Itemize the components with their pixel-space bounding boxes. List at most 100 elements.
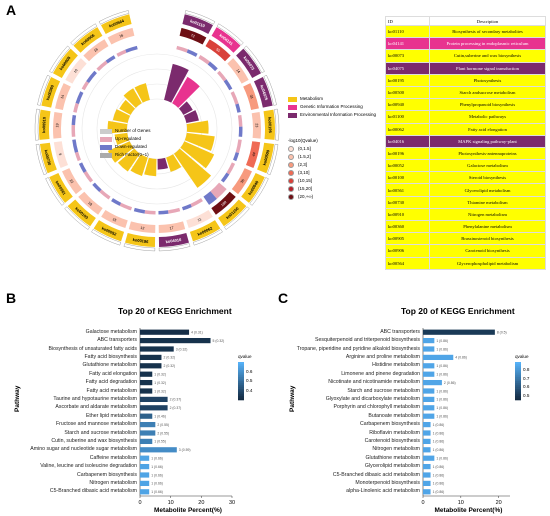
category-segment xyxy=(73,27,103,53)
rich-factor-bar xyxy=(107,141,134,163)
category-label: Sesquiterpenoid and triterpenoid biosynt… xyxy=(315,337,420,344)
category-label: Tropane, piperidine and pyridine alkaloi… xyxy=(296,345,420,352)
up-regulated-segment xyxy=(226,162,236,175)
count-segment xyxy=(227,58,249,84)
table-row: ko01110 Biosynthesis of secondary metabol… xyxy=(385,24,546,39)
table-cell-id: ko00073 xyxy=(385,49,430,63)
rich-factor-bar xyxy=(166,154,182,172)
bar xyxy=(140,337,211,344)
count-label: 31 xyxy=(249,94,254,99)
bar xyxy=(140,413,153,419)
category-label: Nitrogen metabolism xyxy=(372,446,420,453)
table-cell-description: Galactose metabolism xyxy=(429,159,546,173)
circle-id-label: ko00052 xyxy=(101,226,118,238)
chart-title: Top 20 of KEGG Enrichment xyxy=(401,306,515,316)
qvalue-dot xyxy=(288,178,294,184)
bar-data-label: 3 (0.32) xyxy=(176,347,188,351)
category-label: Riboflavin metabolism xyxy=(369,429,420,436)
qvalue-dot xyxy=(288,194,294,200)
scale-ring xyxy=(91,229,121,246)
x-tick-label: 0 xyxy=(421,500,424,506)
category-segment xyxy=(49,173,73,203)
table-cell-id: ko00940 xyxy=(385,98,430,112)
table-cell-description: Glycerolipid metabolism xyxy=(429,183,546,197)
legend-swatch xyxy=(100,128,112,134)
bar xyxy=(140,405,168,411)
circle-id-label: ko00360 xyxy=(45,83,55,100)
category-label: ABC transporters xyxy=(380,328,420,335)
table-cell-description: Fatty acid elongation xyxy=(429,122,546,136)
bar-data-label: 4 (0.86) xyxy=(455,356,467,360)
down-regulated-segment xyxy=(111,198,122,206)
legend-label: Rich Factor(0~1) xyxy=(115,152,149,157)
table-cell-id: ko00360 xyxy=(385,219,430,234)
up-regulated-segment xyxy=(96,60,108,72)
legend-swatch xyxy=(100,144,112,150)
bar-data-label: 1 (0.86) xyxy=(436,339,448,343)
category-label: Fructose and mannose metabolism xyxy=(55,421,137,428)
table-row: ko04141 Protein processing in endoplasmic… xyxy=(385,37,546,51)
scale-ring xyxy=(70,23,98,46)
table-cell-description: Steroid biosynthesis xyxy=(429,171,546,185)
count-label: 23 xyxy=(255,123,259,127)
category-label: Limonene and pinene degradation xyxy=(341,370,420,377)
table-cell-description: Starch andsucrose metabolism xyxy=(429,85,546,100)
category-label: Fatty acid elongation xyxy=(89,370,137,377)
bar xyxy=(423,447,431,453)
category-segment xyxy=(218,199,247,227)
category-label: Amino sugar and nucleotide sugar metabol… xyxy=(30,446,137,453)
table-row: ko04016 MAPK signaling pathway-plant xyxy=(385,134,546,148)
table-cell-description: Metabolic pathways xyxy=(429,110,546,124)
count-segment xyxy=(78,191,103,215)
rich-factor-bar xyxy=(180,141,215,169)
circle-id-label: ko01110 xyxy=(189,18,206,28)
qvalue-dot xyxy=(288,170,294,176)
table-header-row: ID Description xyxy=(385,16,546,26)
bar xyxy=(140,354,162,361)
category-label: Carbapenem biosynthesis xyxy=(77,471,137,478)
table-cell-id: ko00564 xyxy=(385,256,430,270)
table-cell-description: Glycerophospholipid metabolism xyxy=(429,256,546,270)
bar-data-label: 2 (0.37) xyxy=(170,406,182,410)
count-label: 35 xyxy=(240,179,245,184)
qvalue-gradient-step xyxy=(238,377,244,380)
scale-ring xyxy=(34,108,40,141)
scale-ring xyxy=(249,177,269,206)
id-column-header: ID xyxy=(385,16,430,26)
bar xyxy=(423,371,435,377)
bar xyxy=(423,455,435,461)
bar-data-label: 4 (0.31) xyxy=(191,331,203,335)
up-regulated-segment xyxy=(235,139,242,154)
table-cell-description: MAPK signaling pathway-plant xyxy=(429,134,546,148)
bar-data-label: 1 (0.66) xyxy=(151,465,163,469)
qvalue-gradient-step xyxy=(515,377,521,380)
circle-id-label: ko04075 xyxy=(259,84,269,101)
table-row: ko00910 Nitrogen metabolism xyxy=(385,207,546,222)
table-row: ko00073 Cutin,suberine and wax biosynthes… xyxy=(385,49,546,63)
bar xyxy=(423,346,435,352)
category-label: Galactose metabolism xyxy=(85,328,137,335)
rich-factor-bar xyxy=(164,63,189,103)
bar xyxy=(140,430,156,436)
qvalue-legend-item: (15,20] xyxy=(288,186,318,192)
bar xyxy=(140,472,150,478)
count-segment xyxy=(55,83,71,110)
count-label: 14 xyxy=(235,68,241,74)
circle-id-label: ko00500 xyxy=(262,149,271,166)
bar-data-label: 3 (0.59) xyxy=(179,448,191,452)
category-label: Starch and sucrose metabolism xyxy=(347,387,420,394)
category-label: Cutin, suberine and wax biosynthesis xyxy=(51,437,137,444)
category-label: Nicotinate and nicotinamide metabolism xyxy=(328,379,420,386)
up-regulated-segment xyxy=(144,210,156,215)
qvalue-legend-item: (10,15] xyxy=(288,178,318,184)
qvalue-gradient-step xyxy=(238,386,244,389)
category-segment xyxy=(236,48,262,78)
category-segment xyxy=(211,27,241,53)
bar xyxy=(140,421,156,428)
count-segment xyxy=(53,111,63,139)
layer-legend-item: Down-regulated xyxy=(100,144,151,150)
count-label: 15 xyxy=(112,217,117,222)
table-cell-id: ko01100 xyxy=(385,110,430,124)
up-regulated-segment xyxy=(230,91,239,105)
legend-label: (2,3] xyxy=(298,162,308,167)
